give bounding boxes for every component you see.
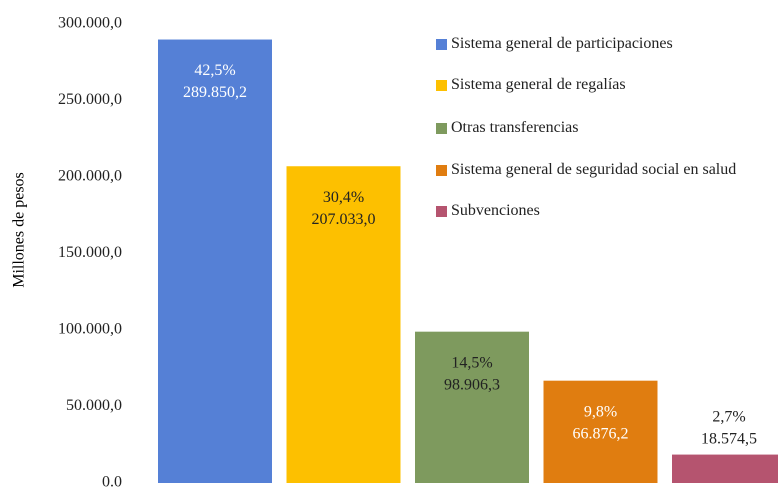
legend-swatch xyxy=(436,123,447,134)
y-tick-label: 50.000,0 xyxy=(66,397,122,414)
percent-label: 9,8% xyxy=(584,403,617,420)
legend-label: Sistema general de participaciones xyxy=(451,35,673,52)
value-label: 66.876,2 xyxy=(573,425,629,442)
bar xyxy=(158,39,272,483)
legend-label: Sistema general de regalías xyxy=(451,76,626,93)
y-tick-label: 250.000,0 xyxy=(58,91,122,108)
legend-item: Sistema general de regalías xyxy=(436,77,771,93)
legend-swatch xyxy=(436,39,447,50)
y-tick-label: 0.0 xyxy=(102,474,122,487)
percent-label: 30,4% xyxy=(323,189,364,206)
legend-swatch xyxy=(436,80,447,91)
y-tick-label: 100.000,0 xyxy=(58,321,122,338)
value-label: 289.850,2 xyxy=(183,84,247,101)
y-tick-label: 150.000,0 xyxy=(58,244,122,261)
legend-label: Subvenciones xyxy=(451,202,540,219)
bar xyxy=(415,331,529,483)
legend-item: Subvenciones xyxy=(436,203,771,219)
legend-swatch xyxy=(436,165,447,176)
legend-item: Sistema general de participaciones xyxy=(436,36,771,52)
percent-label: 2,7% xyxy=(712,408,745,425)
bar xyxy=(286,166,401,484)
value-label: 207.033,0 xyxy=(312,211,376,228)
legend-swatch xyxy=(436,206,447,217)
value-label: 98.906,3 xyxy=(444,376,500,393)
y-tick-label: 300.000,0 xyxy=(58,15,122,32)
legend-item: Otras transferencias xyxy=(436,120,771,136)
legend-item: Sistema general de seguridad social en s… xyxy=(436,162,771,178)
bar xyxy=(543,380,658,483)
legend-label: Sistema general de seguridad social en s… xyxy=(451,161,737,178)
percent-label: 42,5% xyxy=(194,62,235,79)
value-label: 18.574,5 xyxy=(701,430,757,447)
legend-label: Otras transferencias xyxy=(451,119,579,136)
percent-label: 14,5% xyxy=(451,354,492,371)
y-tick-label: 200.000,0 xyxy=(58,168,122,185)
y-axis-title: Millones de pesos xyxy=(11,172,28,288)
bar xyxy=(672,454,778,483)
